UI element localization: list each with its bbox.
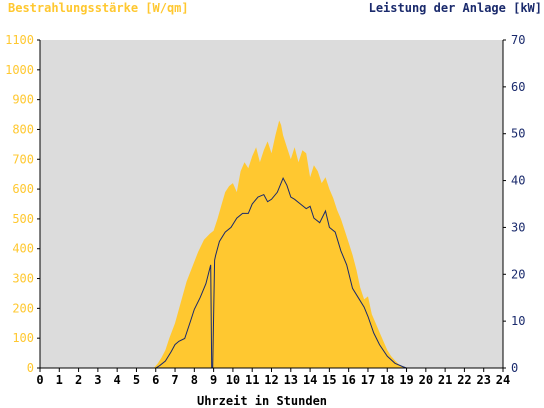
x-tick-label: 9	[210, 373, 217, 387]
x-tick-label: 23	[476, 373, 490, 387]
x-tick-label: 24	[496, 373, 510, 387]
x-tick-label: 22	[457, 373, 471, 387]
x-tick-label: 5	[133, 373, 140, 387]
x-tick-label: 20	[419, 373, 433, 387]
left-tick-label: 500	[12, 212, 34, 226]
right-tick-label: 10	[511, 314, 525, 328]
x-axis-ticks: 0 1 2 3 4 5 6 7 8 9 10 11 12 13 14 15 16 17 18 19 20 21 22 23 24	[36, 368, 510, 387]
left-tick-label: 1100	[5, 33, 34, 47]
x-tick-label: 18	[380, 373, 394, 387]
right-tick-label: 20	[511, 267, 525, 281]
x-tick-label: 7	[171, 373, 178, 387]
left-tick-label: 100	[12, 331, 34, 345]
right-axis-title: Leistung der Anlage [kW]	[369, 1, 542, 15]
x-tick-label: 16	[341, 373, 355, 387]
left-axis-ticks: 0 100 200 300 400 500 600 700 800 900 1000 1100	[5, 33, 40, 375]
x-tick-label: 15	[322, 373, 336, 387]
x-tick-label: 10	[226, 373, 240, 387]
left-tick-label: 800	[12, 122, 34, 136]
right-tick-label: 30	[511, 220, 525, 234]
x-tick-label: 4	[114, 373, 121, 387]
x-tick-label: 17	[361, 373, 375, 387]
x-tick-label: 6	[152, 373, 159, 387]
left-axis-title: Bestrahlungsstärke [W/qm]	[8, 1, 189, 15]
left-tick-label: 600	[12, 182, 34, 196]
x-tick-label: 14	[303, 373, 317, 387]
x-tick-label: 19	[399, 373, 413, 387]
irradiance-area	[40, 120, 503, 368]
power-line-path	[40, 177, 503, 369]
irradiance-area-path	[40, 120, 503, 368]
x-tick-label: 13	[284, 373, 298, 387]
left-tick-label: 700	[12, 152, 34, 166]
x-axis-title: Uhrzeit in Stunden	[197, 394, 327, 408]
x-tick-label: 8	[191, 373, 198, 387]
right-axis-ticks: 0 10 20 30 40 50 60 70	[503, 33, 525, 375]
x-tick-label: 21	[438, 373, 452, 387]
right-tick-label: 60	[511, 80, 525, 94]
left-tick-label: 0	[27, 361, 34, 375]
x-tick-label: 0	[36, 373, 43, 387]
right-tick-label: 70	[511, 33, 525, 47]
left-tick-label: 300	[12, 272, 34, 286]
x-tick-label: 3	[94, 373, 101, 387]
right-tick-label: 40	[511, 174, 525, 188]
right-tick-label: 50	[511, 127, 525, 141]
x-tick-label: 2	[75, 373, 82, 387]
x-tick-label: 12	[264, 373, 278, 387]
left-tick-label: 1000	[5, 63, 34, 77]
power-line	[40, 177, 503, 369]
left-tick-label: 200	[12, 301, 34, 315]
left-tick-label: 400	[12, 242, 34, 256]
x-tick-label: 11	[245, 373, 259, 387]
x-tick-label: 1	[56, 373, 63, 387]
right-tick-label: 0	[511, 361, 518, 375]
left-tick-label: 900	[12, 93, 34, 107]
